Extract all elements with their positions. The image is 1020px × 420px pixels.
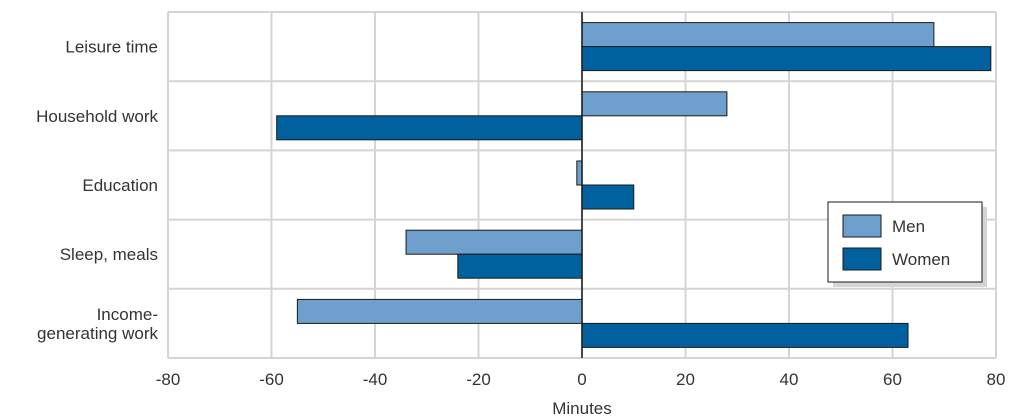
bar-men-0 — [581, 22, 935, 48]
bars — [276, 22, 992, 348]
x-tick-label: -80 — [156, 370, 181, 389]
legend-swatch-women — [842, 247, 882, 271]
bar-women-2 — [581, 184, 635, 210]
legend-swatch-men — [842, 214, 882, 238]
x-tick-label: -40 — [363, 370, 388, 389]
legend-label-women: Women — [892, 250, 950, 269]
category-label: Household work — [36, 107, 158, 126]
x-tick-label: 80 — [987, 370, 1006, 389]
x-tick-label: 60 — [883, 370, 902, 389]
x-tick-label: 20 — [676, 370, 695, 389]
x-tick-label: 40 — [780, 370, 799, 389]
bar-men-2 — [576, 160, 583, 186]
legend: Men Women — [827, 201, 987, 287]
x-tick-label: -20 — [466, 370, 491, 389]
bar-men-4 — [296, 298, 583, 324]
x-axis-title: Minutes — [552, 399, 612, 418]
x-tick-label: -60 — [259, 370, 284, 389]
legend-label-men: Men — [892, 217, 925, 236]
bar-women-3 — [457, 253, 583, 279]
category-labels: Leisure time Household work Education Sleep… — [36, 38, 158, 343]
category-label: Income-generating work — [37, 305, 158, 343]
bar-women-0 — [581, 46, 992, 72]
bar-men-3 — [405, 229, 583, 255]
bar-men-1 — [581, 91, 728, 117]
x-tick-labels: -80 -60 -40 -20 0 20 40 60 80 — [156, 370, 1006, 389]
category-label: Leisure time — [65, 38, 158, 57]
category-label: Sleep, meals — [60, 245, 158, 264]
x-tick-label: 0 — [577, 370, 586, 389]
bar-women-1 — [276, 115, 583, 141]
category-label: Education — [82, 176, 158, 195]
bar-women-4 — [581, 322, 909, 348]
